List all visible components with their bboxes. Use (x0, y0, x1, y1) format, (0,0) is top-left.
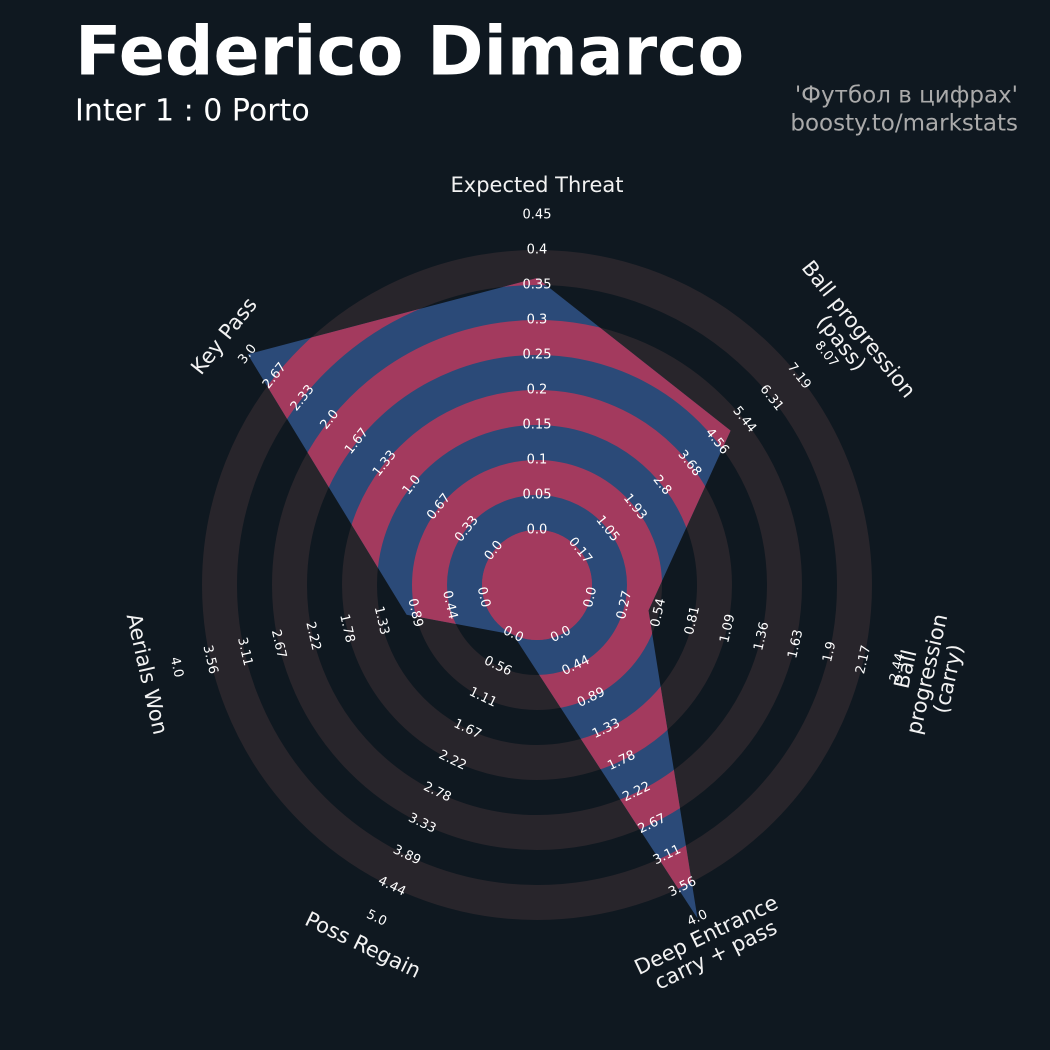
tick-label: 0.89 (405, 597, 426, 629)
center-circle (482, 530, 592, 640)
param-label: Expected Threat (450, 172, 624, 197)
tick-label: 0.0 (581, 585, 600, 609)
tick-label: 1.09 (717, 613, 738, 645)
tick-label: 0.81 (682, 605, 703, 637)
tick-label: 0.4 (527, 243, 548, 258)
tick-label: 0.0 (474, 585, 493, 609)
tick-label: 0.45 (523, 208, 552, 223)
tick-label: 0.25 (523, 348, 552, 363)
tick-label: 0.44 (439, 589, 460, 621)
tick-label: 1.63 (785, 628, 806, 660)
tick-label: 0.35 (523, 278, 552, 293)
tick-label: 0.1 (527, 453, 548, 468)
tick-label: 0.0 (527, 523, 548, 538)
tick-label: 1.9 (820, 640, 839, 664)
tick-label: 3.11 (234, 636, 255, 668)
tick-label: 2.44 (887, 652, 908, 684)
tick-label: 0.27 (614, 589, 635, 621)
tick-label: 0.05 (523, 488, 552, 503)
tick-label: 2.17 (853, 644, 874, 676)
tick-label: 0.15 (523, 418, 552, 433)
credit: 'Футбол в цифрах' (795, 83, 1018, 109)
tick-label: 2.67 (268, 628, 289, 660)
ring (202, 250, 872, 920)
tick-label: 2.22 (302, 620, 323, 652)
tick-label: 1.36 (751, 621, 772, 653)
chart-subtitle: Inter 1 : 0 Porto (75, 94, 310, 129)
tick-label: 0.3 (527, 313, 548, 328)
tick-label: 3.56 (200, 644, 221, 676)
tick-label: 1.33 (371, 605, 392, 637)
tick-label: 4.0 (167, 656, 186, 680)
credit: boosty.to/markstats (790, 111, 1018, 137)
tick-label: 0.54 (648, 597, 669, 629)
tick-label: 0.2 (527, 383, 548, 398)
chart-title: Federico Dimarco (75, 13, 744, 92)
tick-label: 1.78 (336, 613, 357, 645)
